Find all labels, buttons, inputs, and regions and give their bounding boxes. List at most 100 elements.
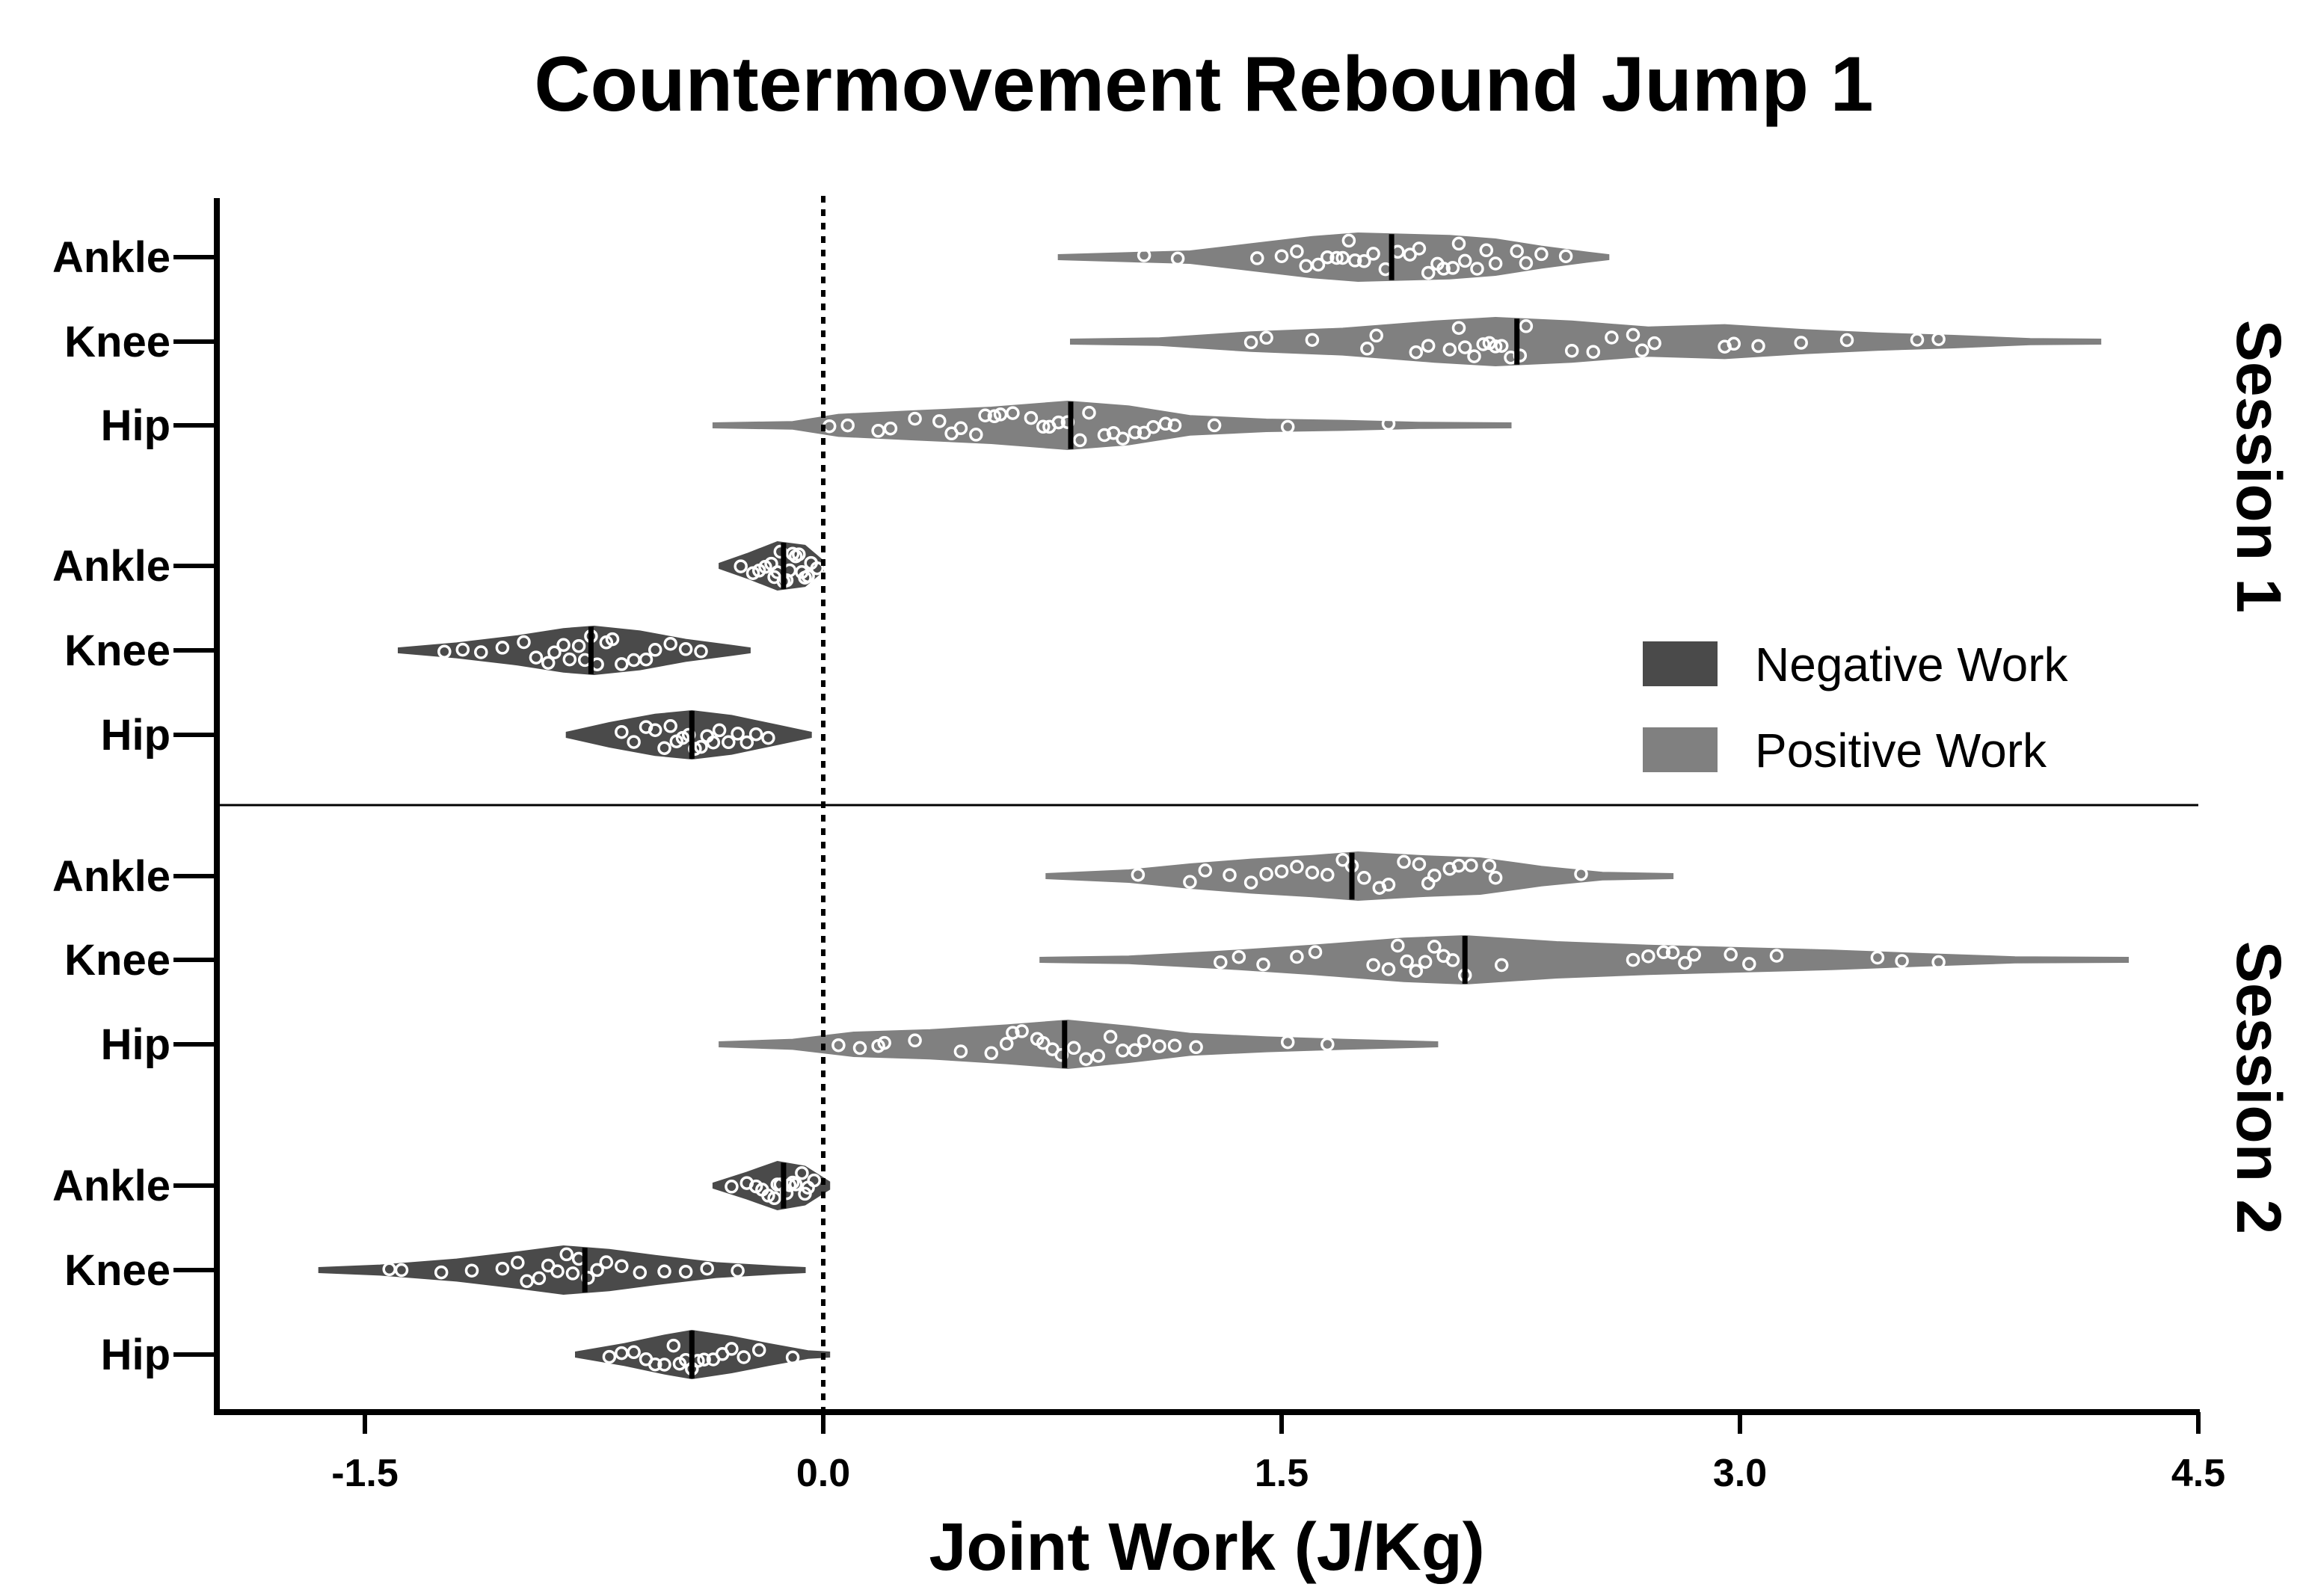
data-point (1436, 262, 1451, 276)
data-point (1751, 339, 1765, 354)
data-point (1152, 1039, 1166, 1053)
x-axis-label: Joint Work (J/Kg) (929, 1510, 1484, 1585)
data-point (1656, 945, 1671, 960)
data-point (1574, 866, 1588, 881)
data-point (984, 1046, 999, 1061)
data-point (706, 735, 721, 750)
legend-label-negative: Negative Work (1755, 638, 2069, 691)
data-point (1146, 419, 1160, 434)
data-point (666, 1338, 681, 1353)
data-point (565, 1266, 580, 1281)
data-point (532, 1271, 547, 1286)
data-point (615, 724, 629, 739)
data-point (541, 656, 556, 670)
legend-label-positive: Positive Work (1755, 724, 2047, 777)
data-point (1381, 962, 1396, 976)
data-point (1421, 339, 1436, 353)
data-point (1451, 321, 1466, 335)
data-point (1665, 946, 1680, 960)
data-point (605, 632, 620, 647)
y-tick-label: Ankle (52, 542, 170, 591)
data-point (1305, 333, 1320, 347)
data-point (1335, 853, 1350, 867)
data-point (1457, 253, 1472, 268)
data-point (571, 638, 586, 653)
data-point (908, 411, 922, 426)
data-point (1412, 241, 1427, 256)
data-point (810, 561, 825, 576)
legend-swatch-positive (1643, 727, 1718, 772)
x-tick-label: 1.5 (1255, 1452, 1309, 1495)
data-point (1137, 1034, 1152, 1048)
data-point (1036, 1035, 1051, 1050)
data-point (1311, 257, 1326, 272)
data-point (1223, 868, 1237, 882)
data-point (1476, 337, 1490, 351)
data-point (1256, 957, 1270, 972)
data-point (1558, 249, 1573, 263)
data-point (1421, 265, 1436, 280)
x-tick-label: 0.0 (796, 1452, 850, 1495)
data-point (1586, 345, 1601, 359)
data-point (1320, 1037, 1335, 1052)
data-point (1360, 342, 1374, 356)
data-point (639, 652, 654, 667)
data-point (871, 424, 885, 438)
data-point (1170, 251, 1185, 266)
data-point (1207, 418, 1222, 433)
data-point (1329, 250, 1344, 265)
data-point (1409, 345, 1424, 360)
data-point (464, 1263, 479, 1278)
data-point (529, 650, 544, 665)
data-point (731, 1263, 745, 1278)
data-point (1305, 865, 1320, 880)
data-point (788, 1177, 803, 1192)
data-point (663, 636, 677, 651)
data-point (1214, 955, 1228, 970)
data-point (1519, 319, 1534, 333)
y-tick-label: Knee (64, 1246, 170, 1295)
data-point (785, 546, 800, 561)
data-point (767, 1191, 781, 1206)
data-point (1488, 870, 1503, 885)
data-point (1794, 336, 1808, 350)
data-point (1470, 262, 1484, 276)
data-point (1931, 332, 1946, 346)
data-point (1895, 954, 1909, 968)
data-point (1724, 947, 1738, 962)
data-point (1742, 957, 1756, 971)
data-point (694, 739, 708, 754)
data-point (547, 645, 562, 659)
data-point (1167, 418, 1182, 433)
data-point (1103, 1029, 1118, 1044)
data-point (511, 1255, 525, 1270)
data-point (1051, 415, 1066, 430)
x-axis-ticks: -1.5 0.0 1.5 3.0 4.5 (331, 1412, 2225, 1495)
data-point (1397, 854, 1411, 869)
data-point (1079, 1052, 1093, 1066)
data-point (1274, 249, 1289, 263)
data-point (1341, 233, 1356, 248)
data-point (1167, 1038, 1182, 1053)
data-point (1647, 336, 1661, 351)
data-point (1641, 949, 1655, 964)
violin-session2-positive-knee (1039, 934, 2129, 985)
data-point (1451, 236, 1466, 251)
data-point (1131, 867, 1146, 882)
data-point (1198, 863, 1213, 878)
data-point (751, 1343, 766, 1358)
data-point (648, 723, 662, 737)
violin-session1-positive-knee (1070, 316, 2102, 367)
data-point (1024, 410, 1039, 425)
data-point (831, 1038, 846, 1053)
data-point (1687, 947, 1701, 962)
data-point (648, 1357, 662, 1372)
data-point (615, 657, 629, 671)
data-point (615, 1259, 629, 1273)
data-point (1308, 945, 1323, 959)
data-point (1320, 250, 1335, 265)
data-point (1403, 247, 1417, 262)
data-point (1232, 949, 1246, 964)
legend: Negative Work Positive Work (1643, 638, 2069, 777)
data-point (801, 569, 815, 583)
